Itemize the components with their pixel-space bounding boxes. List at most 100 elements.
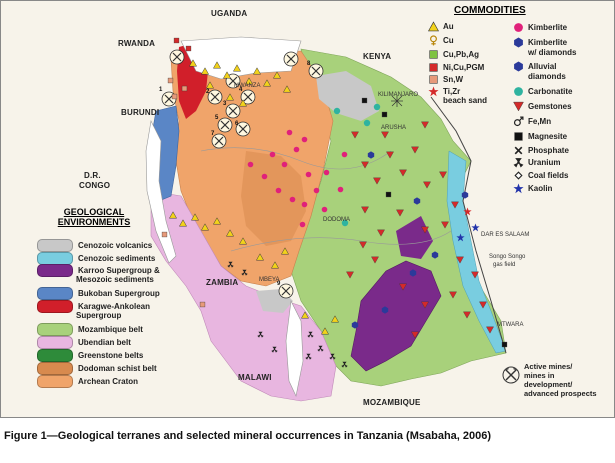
kimberlite-icon bbox=[323, 169, 330, 176]
gemstone-icon bbox=[421, 226, 429, 234]
gemstone-icon bbox=[386, 151, 394, 159]
city-label-kilimanjaro: KILIMANJARO bbox=[378, 92, 419, 98]
mine-number-label: 2 bbox=[206, 89, 210, 95]
kimberlite-icon bbox=[269, 151, 276, 158]
commodity-symbols-group bbox=[161, 37, 508, 368]
commodity-legend-item: Sn,W bbox=[428, 74, 463, 85]
gemstone-icon bbox=[449, 291, 457, 299]
gold-occurrence-icon bbox=[188, 59, 198, 67]
diamond-icon bbox=[409, 269, 417, 277]
city-label-arusha: ARUSHA bbox=[381, 125, 407, 131]
geological-legend-item: Karagwe-Ankolean bbox=[37, 300, 150, 313]
beach-sand-icon bbox=[463, 207, 472, 216]
gemstone-icon bbox=[359, 241, 367, 249]
kimberlite-icon bbox=[321, 206, 328, 213]
geological-legend-item: Bukoban Supergroup bbox=[37, 287, 160, 300]
commodity-legend-label: Ti,Zr bbox=[443, 86, 461, 96]
active-mine-icon bbox=[225, 103, 241, 119]
country-label-mozambique: MOZAMBIQUE bbox=[363, 398, 421, 407]
river bbox=[230, 230, 452, 252]
gemstone-icon bbox=[377, 229, 385, 237]
commodity-legend-item: diamonds bbox=[513, 71, 566, 82]
gold-occurrence-icon bbox=[282, 85, 292, 93]
commodity-legend-label: Uranium bbox=[528, 157, 561, 167]
active-mine-icon bbox=[169, 49, 185, 65]
gemstone-icon bbox=[456, 256, 464, 264]
active-mine-icon bbox=[211, 133, 227, 149]
city-label-songo-songo-2: gas field bbox=[493, 262, 516, 268]
gemstone-icon bbox=[411, 146, 419, 154]
mine-number-label: 7 bbox=[211, 131, 215, 137]
kimberlite-icon bbox=[293, 146, 300, 153]
commodity-legend-label: Kimberlite bbox=[528, 22, 568, 32]
gold-occurrence-icon bbox=[212, 217, 222, 225]
legend-swatch bbox=[37, 336, 73, 349]
gold-occurrence-icon bbox=[262, 79, 272, 87]
country-label-rwanda: RWANDA bbox=[118, 39, 156, 48]
mine-symbols-group: 1 2 3 4 5 6 7 8 9 bbox=[159, 49, 324, 299]
geological-legend-item: Mozambique belt bbox=[37, 323, 143, 336]
diamond-icon bbox=[351, 321, 359, 329]
gemstone-icon bbox=[423, 181, 431, 189]
circle-icon bbox=[513, 22, 524, 33]
commodity-legend-label: Gemstones bbox=[528, 101, 572, 111]
active-mine-icon bbox=[217, 117, 233, 133]
coastline bbox=[430, 96, 507, 354]
gold-occurrence-icon bbox=[252, 67, 262, 75]
kimberlite-icon bbox=[275, 187, 282, 194]
gold-occurrence-icon bbox=[232, 64, 242, 72]
uranium-icon bbox=[257, 331, 264, 338]
gemstone-icon bbox=[346, 271, 354, 279]
square-icon bbox=[428, 74, 439, 85]
geological-title-line-2: ENVIRONMENTS bbox=[57, 217, 131, 227]
commodity-legend-item: Ti,Zr bbox=[428, 86, 460, 97]
mine-number-label: 6 bbox=[235, 121, 239, 127]
gemstone-icon bbox=[421, 301, 429, 309]
diamond-icon bbox=[431, 251, 439, 259]
commodity-legend-label: Fe,Mn bbox=[528, 116, 552, 126]
geological-legend-item: Mesozoic sediments bbox=[37, 274, 154, 285]
active-mine-icon bbox=[278, 283, 294, 299]
mine-number-label: 4 bbox=[239, 87, 243, 93]
map-frame: 1 2 3 4 5 6 7 8 9 UGANDA RWANDA BURUNDI D.R. CON… bbox=[0, 0, 615, 418]
commodity-legend-item: Kimberlite bbox=[513, 22, 567, 33]
commodity-legend-item: Cu bbox=[428, 35, 454, 46]
geological-legend-label: Mozambique belt bbox=[78, 324, 143, 334]
hexagon-icon bbox=[513, 61, 524, 72]
commodities-legend-title: COMMODITIES bbox=[454, 5, 526, 16]
geological-legend-label: Ubendian belt bbox=[78, 337, 131, 347]
commodity-legend-label: Alluvial bbox=[528, 61, 557, 71]
commodity-legend-item: Alluvial bbox=[513, 61, 556, 72]
kimberlite-icon bbox=[286, 129, 293, 136]
magnesite-icon bbox=[385, 191, 392, 198]
kaolin-icon bbox=[456, 233, 465, 242]
commodity-legend-label: Kimberlite bbox=[528, 37, 568, 47]
legend-swatch bbox=[37, 323, 73, 336]
cu-mark-icon bbox=[428, 35, 439, 46]
legend-swatch bbox=[37, 239, 73, 252]
active-mines-line-2: mines in bbox=[524, 371, 555, 380]
gemstone-icon bbox=[396, 209, 404, 217]
kimberlite-icon bbox=[289, 196, 296, 203]
commodity-legend-label: Coal fields bbox=[528, 170, 569, 180]
gemstone-icon bbox=[399, 169, 407, 177]
gold-occurrence-icon bbox=[200, 223, 210, 231]
star-icon bbox=[513, 183, 524, 194]
kimberlite-icon bbox=[281, 161, 288, 168]
magnesite-icon bbox=[381, 111, 388, 118]
active-mines-line-4: advanced prospects bbox=[524, 389, 597, 398]
gemstone-icon bbox=[361, 161, 369, 169]
tin-tungsten-icon bbox=[181, 85, 188, 92]
gold-occurrence-icon bbox=[255, 253, 265, 261]
geological-legend-label: Greenstone belts bbox=[78, 350, 144, 360]
gemstone-icon bbox=[441, 221, 449, 229]
geological-legend-label: Bukoban Supergroup bbox=[78, 288, 160, 298]
kaolin-icon bbox=[471, 223, 480, 232]
commodity-legend-item: Coal fields bbox=[513, 170, 568, 181]
gold-occurrence-icon bbox=[330, 315, 340, 323]
triangle-icon bbox=[427, 21, 440, 32]
gemstone-icon bbox=[399, 283, 407, 291]
legend-swatch bbox=[37, 300, 73, 313]
commodity-legend-item: Au bbox=[427, 21, 454, 32]
uranium-icon bbox=[227, 261, 234, 268]
